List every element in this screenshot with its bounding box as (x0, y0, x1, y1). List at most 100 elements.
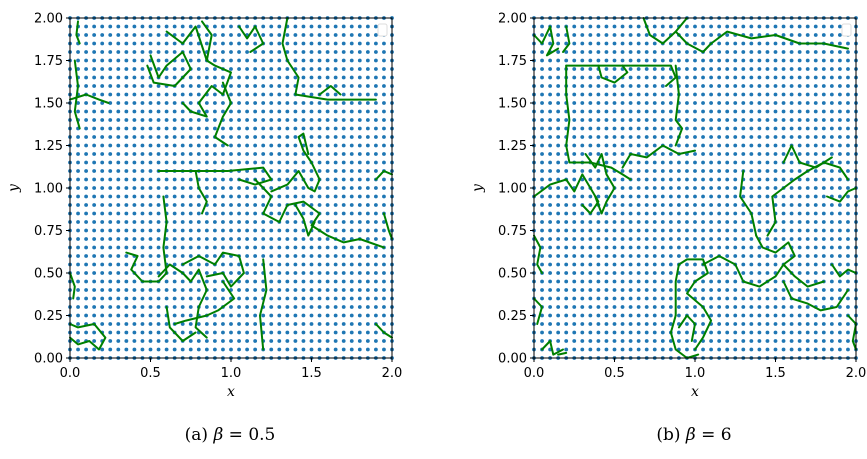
grid-point (382, 288, 386, 292)
grid-point (100, 220, 105, 224)
grid-point (564, 279, 569, 284)
grid-point (365, 67, 370, 71)
grid-point (124, 279, 129, 284)
grid-point (588, 203, 593, 207)
grid-point (253, 135, 258, 139)
grid-point (540, 101, 544, 105)
y-tick-label: 2.00 (34, 12, 63, 27)
grid-point (580, 322, 585, 326)
grid-point (660, 211, 665, 216)
grid-point (652, 41, 657, 46)
grid-point (668, 41, 673, 46)
grid-point (285, 339, 290, 343)
grid-point (132, 186, 137, 190)
grid-point (229, 305, 233, 309)
grid-point (132, 58, 137, 63)
grid-point (245, 313, 250, 318)
grid-point (261, 33, 266, 37)
grid-point (556, 152, 561, 156)
grid-point (293, 194, 298, 199)
grid-point (92, 135, 97, 139)
grid-point (261, 313, 266, 318)
grid-point (838, 313, 842, 318)
grid-point (116, 152, 121, 156)
grid-point (612, 143, 617, 148)
path-line (674, 64, 684, 147)
grid-point (789, 330, 794, 335)
grid-point (797, 101, 802, 105)
grid-point (846, 211, 850, 216)
grid-point (741, 118, 746, 122)
grid-point (124, 330, 129, 335)
grid-point (588, 305, 593, 309)
grid-point (725, 50, 730, 54)
grid-point (733, 118, 738, 122)
grid-point (668, 135, 673, 139)
grid-point (124, 296, 129, 301)
grid-point (604, 152, 609, 156)
grid-point (805, 262, 810, 267)
grid-point (829, 101, 834, 105)
grid-point (741, 152, 746, 156)
grid-point (564, 296, 569, 301)
grid-point (374, 305, 378, 309)
grid-point (132, 109, 137, 114)
grid-point (140, 228, 145, 233)
grid-point (221, 126, 225, 131)
grid-point (668, 254, 673, 258)
grid-point (196, 279, 201, 284)
grid-point (140, 126, 145, 131)
grid-point (116, 50, 121, 54)
grid-point (285, 50, 290, 54)
grid-point (725, 67, 730, 71)
grid-point (821, 245, 826, 250)
grid-point (357, 143, 362, 148)
grid-point (237, 288, 241, 292)
grid-point (84, 58, 88, 63)
grid-point (757, 211, 762, 216)
grid-point (677, 58, 681, 63)
grid-point (604, 330, 609, 335)
grid-point (564, 245, 569, 250)
grid-point (108, 271, 113, 275)
grid-point (717, 177, 722, 182)
grid-point (100, 228, 105, 233)
grid-point (572, 228, 577, 233)
grid-point (229, 237, 233, 241)
grid-point (245, 254, 250, 258)
grid-point (229, 118, 233, 122)
grid-point (596, 237, 601, 241)
grid-point (309, 24, 314, 29)
path-line (533, 234, 543, 274)
grid-point (253, 220, 258, 224)
grid-point (677, 228, 681, 233)
grid-point (789, 220, 794, 224)
grid-point (253, 160, 258, 165)
grid-point (132, 203, 137, 207)
grid-point (317, 169, 322, 173)
grid-point (261, 279, 266, 284)
grid-point (660, 313, 665, 318)
grid-point (172, 126, 177, 131)
grid-point (821, 237, 826, 241)
grid-point (620, 118, 625, 122)
grid-point (677, 194, 681, 199)
grid-point (188, 186, 193, 190)
grid-point (556, 237, 561, 241)
grid-point (813, 24, 818, 29)
grid-point (717, 194, 722, 199)
grid-point (204, 262, 209, 267)
grid-point (805, 50, 810, 54)
grid-point (821, 92, 826, 97)
grid-point (556, 228, 561, 233)
grid-point (325, 41, 330, 46)
path-line (533, 297, 543, 325)
grid-point (717, 237, 722, 241)
grid-point (277, 160, 282, 165)
grid-point (349, 75, 354, 80)
grid-point (588, 194, 593, 199)
grid-point (709, 271, 713, 275)
grid-point (156, 305, 161, 309)
grid-point (789, 262, 794, 267)
grid-point (564, 50, 569, 54)
